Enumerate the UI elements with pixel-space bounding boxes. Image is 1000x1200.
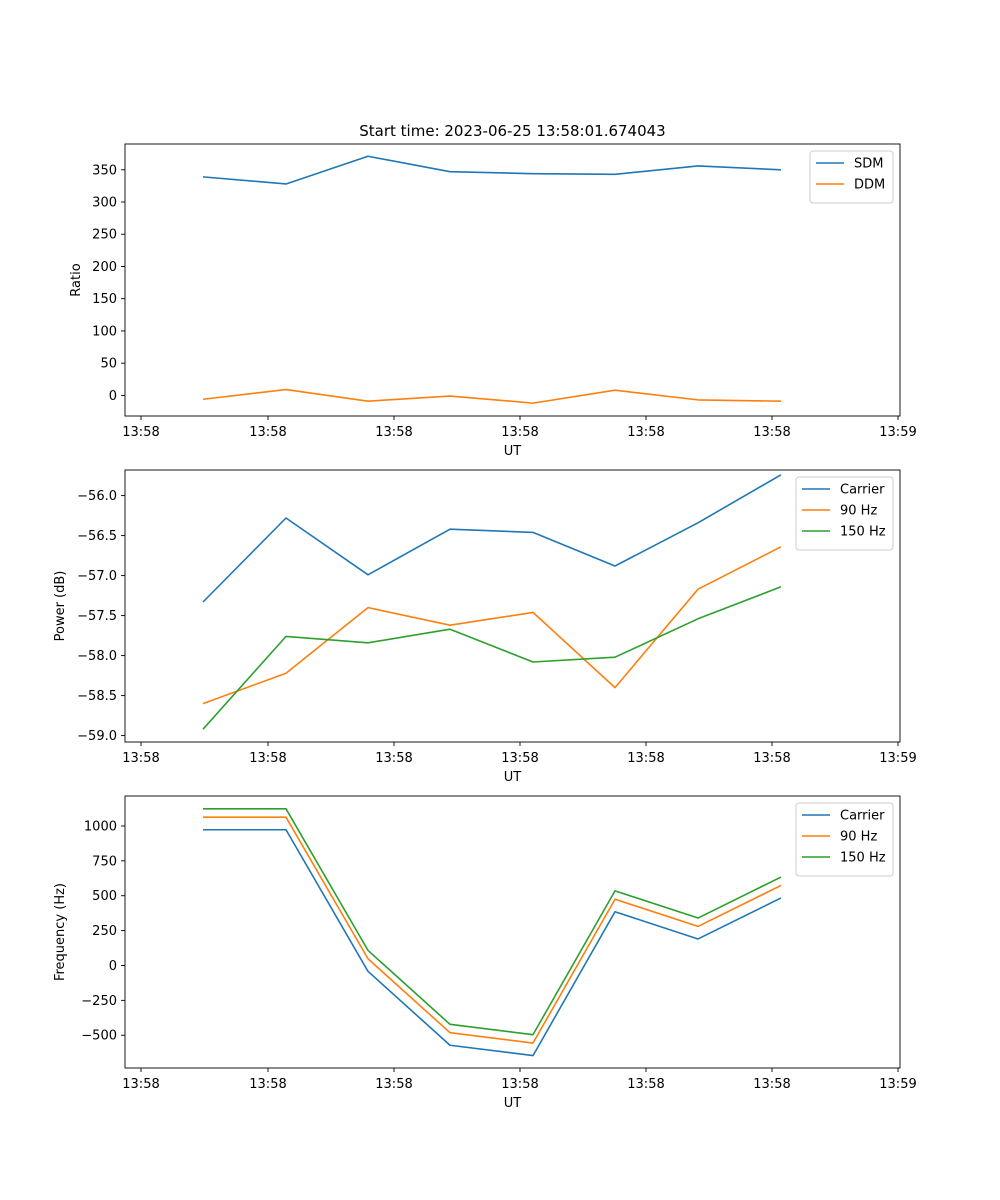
x-tick-label: 13:58 — [249, 425, 286, 440]
series-line-sdm — [202, 155, 782, 185]
x-tick-label: 13:58 — [122, 1077, 159, 1092]
x-tick-label: 13:58 — [122, 425, 159, 440]
x-axis-label: UT — [504, 444, 522, 459]
x-tick-label: 13:58 — [375, 425, 412, 440]
y-tick-label: 150 — [92, 292, 117, 307]
x-tick-label: 13:58 — [375, 1077, 412, 1092]
chart-panel-3: −500 −250 0 250 500 750 1000 13:58 13:58 13:58 13:… — [53, 795, 917, 1111]
x-tick-label: 13:58 — [249, 751, 286, 766]
series-line-carrier — [202, 474, 782, 603]
legend-label: 90 Hz — [840, 504, 877, 519]
y-tick-label: 50 — [100, 357, 117, 372]
y-tick-label: 250 — [92, 924, 117, 939]
legend: Carrier 90 Hz 150 Hz — [795, 802, 894, 877]
legend: SDM DDM — [809, 150, 894, 204]
series-line-90-hz — [202, 546, 782, 705]
figure-title: Start time: 2023-06-25 13:58:01.674043 — [359, 122, 665, 140]
y-tick-label: 250 — [92, 228, 117, 243]
x-tick-label: 13:58 — [122, 751, 159, 766]
y-tick-label: −56.0 — [77, 489, 117, 504]
legend: Carrier 90 Hz 150 Hz — [795, 476, 894, 551]
y-tick-label: 300 — [92, 196, 117, 211]
y-tick-label: −57.0 — [77, 569, 117, 584]
y-tick-label: −59.0 — [77, 729, 117, 744]
x-tick-label: 13:58 — [753, 1077, 790, 1092]
series-line-150-hz — [202, 586, 782, 730]
plot-area-frame — [124, 143, 901, 417]
y-axis-label: Power (dB) — [53, 571, 68, 642]
y-tick-label: −250 — [81, 994, 117, 1009]
x-tick-label: 13:59 — [879, 751, 916, 766]
x-axis-label: UT — [504, 770, 522, 785]
y-tick-label: 500 — [92, 889, 117, 904]
y-tick-label: −56.5 — [77, 529, 117, 544]
series-line-ddm — [202, 388, 782, 404]
legend-box — [809, 150, 894, 204]
chart-panel-1: 0 50 100 150 200 250 300 350 13:58 13:58 13:58 13:5… — [69, 143, 917, 459]
y-tick-label: −58.5 — [77, 689, 117, 704]
legend-label: 150 Hz — [840, 525, 886, 540]
y-tick-label: 0 — [109, 959, 117, 974]
x-tick-label: 13:58 — [249, 1077, 286, 1092]
chart-panel-2: −59.0 −58.5 −58.0 −57.5 −57.0 −56.5 −56.0 13:58… — [53, 469, 917, 785]
legend-label: 90 Hz — [840, 830, 877, 845]
x-tick-label: 13:58 — [753, 425, 790, 440]
x-tick-label: 13:58 — [375, 751, 412, 766]
x-tick-label: 13:58 — [501, 751, 538, 766]
x-tick-label: 13:59 — [879, 425, 916, 440]
y-tick-label: 1000 — [84, 819, 117, 834]
y-tick-label: 100 — [92, 324, 117, 339]
plot-area-frame — [124, 795, 901, 1069]
x-tick-label: 13:58 — [501, 425, 538, 440]
legend-label: DDM — [854, 178, 885, 193]
series-line-90-hz — [203, 816, 782, 1044]
x-tick-label: 13:58 — [627, 1077, 664, 1092]
x-tick-label: 13:59 — [879, 1077, 916, 1092]
x-axis-label: UT — [504, 1096, 522, 1111]
y-tick-label: −58.0 — [77, 649, 117, 664]
y-tick-label: 0 — [109, 389, 117, 404]
y-axis-label: Frequency (Hz) — [53, 883, 68, 981]
legend-label: 150 Hz — [840, 851, 886, 866]
x-tick-label: 13:58 — [501, 1077, 538, 1092]
series-line-carrier — [203, 828, 782, 1057]
legend-label: SDM — [854, 157, 883, 172]
plot-area-frame — [124, 469, 901, 743]
legend-label: Carrier — [840, 483, 885, 498]
y-tick-label: 200 — [92, 260, 117, 275]
y-tick-label: 350 — [92, 163, 117, 178]
y-tick-label: 750 — [92, 854, 117, 869]
y-tick-label: −57.5 — [77, 609, 117, 624]
x-tick-label: 13:58 — [627, 425, 664, 440]
y-axis-label: Ratio — [69, 263, 84, 296]
y-tick-label: −500 — [81, 1029, 117, 1044]
series-line-150-hz — [203, 808, 782, 1036]
x-tick-label: 13:58 — [627, 751, 664, 766]
legend-label: Carrier — [840, 809, 885, 824]
x-tick-label: 13:58 — [753, 751, 790, 766]
